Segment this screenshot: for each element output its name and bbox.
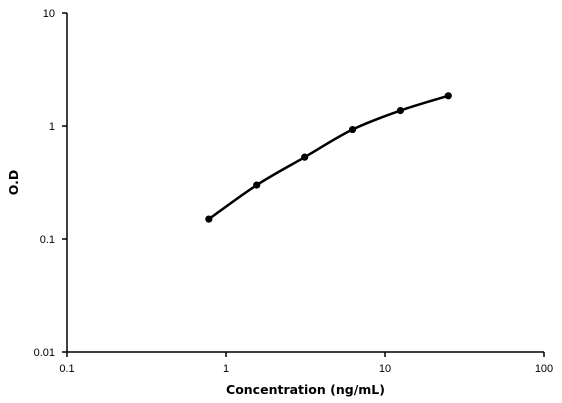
data-point xyxy=(205,215,213,223)
y-tick-label: 0.1 xyxy=(40,234,55,246)
x-tick-label: 100 xyxy=(535,363,553,375)
y-tick-label: 0.01 xyxy=(34,347,55,359)
data-point xyxy=(348,125,357,134)
data-point xyxy=(444,92,452,100)
data-point xyxy=(253,181,261,189)
data-point xyxy=(301,153,309,161)
series-line xyxy=(208,94,449,221)
x-ticks: 0.1 1 10 100 xyxy=(59,352,553,375)
axes xyxy=(66,13,544,353)
x-axis-title: Concentration (ng/mL) xyxy=(226,382,385,397)
y-tick-label: 1 xyxy=(49,121,55,133)
y-tick-label: 10 xyxy=(43,8,55,20)
y-axis-title: O.D xyxy=(6,170,21,195)
y-ticks: 0.01 0.1 1 10 xyxy=(34,8,67,359)
x-tick-label: 0.1 xyxy=(59,363,74,375)
x-tick-label: 1 xyxy=(223,363,229,375)
x-tick-label: 10 xyxy=(379,363,391,375)
data-point xyxy=(396,106,405,115)
series xyxy=(205,92,452,223)
